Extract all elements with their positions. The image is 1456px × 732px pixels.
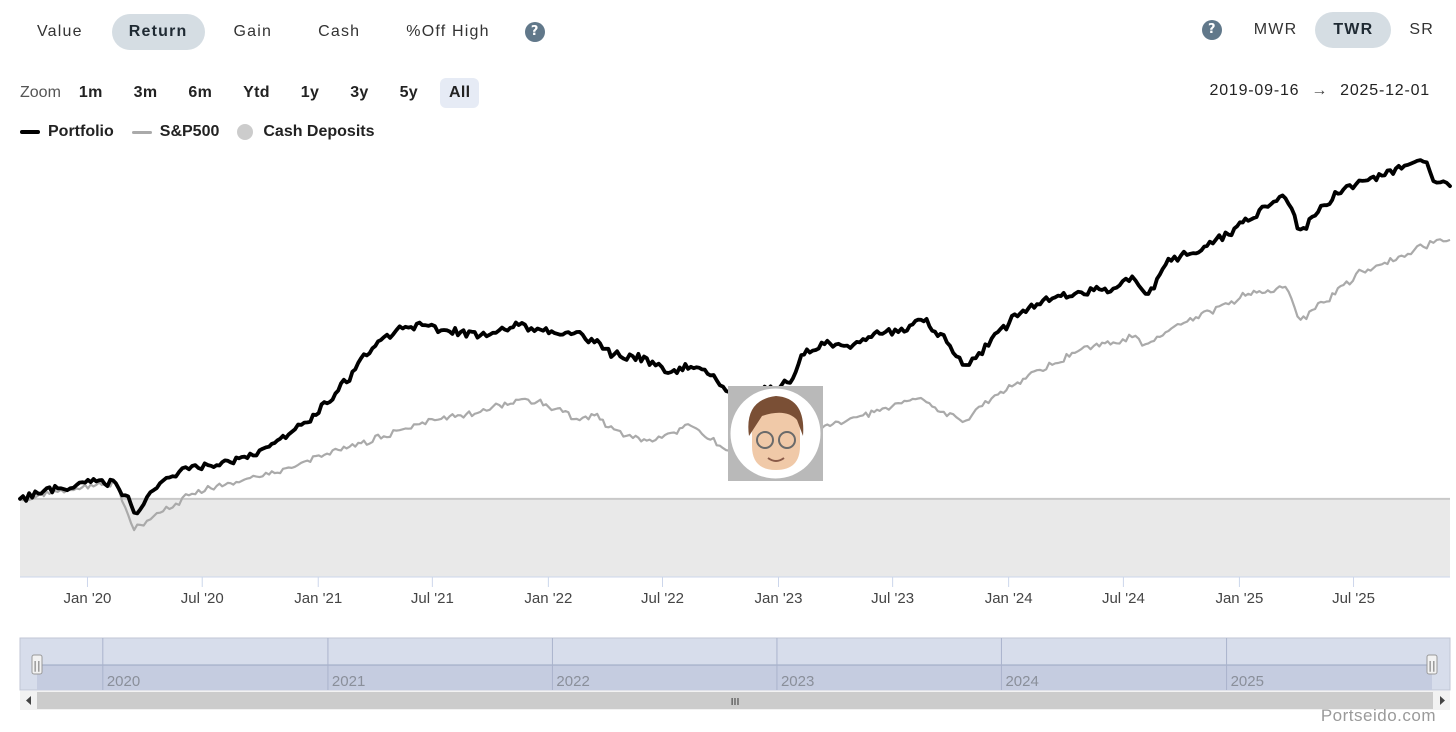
navigator-year-label: 2024 [1005,673,1038,690]
legend-dot-cash-deposits [237,124,254,140]
avatar-glasses-left [756,431,774,449]
zoom-5y-button[interactable]: 5y [399,84,419,101]
navigator-year-label: 2023 [781,673,814,690]
date-range: 2019-09-16 → 2025-12-01 [1210,82,1431,100]
x-tick-label: Jul '25 [1332,590,1375,607]
return-type-tabs: ? MWR TWR SR [1201,12,1436,48]
legend-item-cash-deposits[interactable]: Cash Deposits [237,123,375,141]
legend-label-sp500: S&P500 [159,123,220,140]
navigator-handle-right[interactable] [1426,654,1438,675]
tab-mwr[interactable]: MWR [1253,21,1298,38]
sp500-line[interactable] [19,238,1451,532]
tab-value[interactable]: Value [37,23,83,40]
question-circle-icon[interactable]: ? [1201,20,1222,40]
zoom-ytd-button[interactable]: Ytd [243,84,270,101]
sp500-series [19,238,1451,532]
zoom-bar: Zoom 1m 3m 6m Ytd 1y 3y 5y All [20,78,492,108]
legend-line-portfolio [20,130,40,134]
range-start-date[interactable]: 2019-09-16 [1209,82,1300,99]
zoom-3y-button[interactable]: 3y [350,84,369,101]
scrollbar-grip: III [731,697,740,708]
arrow-right-icon: → [1311,82,1329,99]
triangle-right-icon[interactable] [1440,696,1445,705]
navigator-year-label: 2025 [1231,673,1264,690]
tab-off-high[interactable]: %Off High [406,23,490,40]
watermark-portseido: Portseido.com [1320,706,1436,725]
tab-return[interactable]: Return [111,14,205,50]
tab-gain[interactable]: Gain [233,23,273,40]
x-tick-label: Jul '21 [411,590,454,607]
tab-sr[interactable]: SR [1409,21,1434,38]
zoom-all-button[interactable]: All [440,78,480,108]
avatar-glasses-right [778,431,796,449]
x-tick-label: Jul '20 [181,590,224,607]
zoom-6m-button[interactable]: 6m [188,84,213,101]
cash-deposits-series [20,497,1450,577]
zoom-1m-button[interactable]: 1m [78,84,103,101]
triangle-left-icon[interactable] [26,696,31,705]
x-tick-label: Jan '20 [64,590,112,607]
metric-tabs: Value Return Gain Cash %Off High ? [20,14,545,50]
navigator-series-area [37,665,1432,690]
navigator-year-label: 2020 [107,673,140,690]
tab-twr[interactable]: TWR [1315,12,1392,48]
range-end-date[interactable]: 2025-12-01 [1340,82,1430,99]
legend-label-cash-deposits: Cash Deposits [263,123,375,140]
x-axis: Jan '20 Jul '20 Jan '21 Jul '21 Jan '22 Jul '… [20,576,1450,607]
chart-legend: Portfolio S&P500 Cash Deposits [20,121,393,143]
x-tick-label: Jan '22 [524,590,572,607]
legend-label-portfolio: Portfolio [48,123,114,140]
x-tick-label: Jan '23 [755,590,803,607]
scrollbar-thumb[interactable] [37,692,1433,709]
zoom-label: Zoom [20,84,61,101]
legend-item-sp500[interactable]: S&P500 [131,123,220,141]
navigator-handle-grip: || [1428,659,1435,672]
avatar-smile [767,457,785,462]
question-circle-icon[interactable]: ? [524,22,545,42]
navigator-handle-grip: || [33,659,40,672]
cash-deposits-area [20,498,1450,577]
legend-item-portfolio[interactable]: Portfolio [20,123,114,141]
x-tick-label: Jan '21 [294,590,342,607]
x-tick-label: Jul '23 [871,590,914,607]
zoom-3m-button[interactable]: 3m [133,84,158,101]
avatar-hair [748,396,804,436]
x-tick-label: Jan '25 [1215,590,1263,607]
legend-line-sp500 [131,130,152,134]
x-tick-label: Jan '24 [985,590,1033,607]
navigator: 2020 2021 2022 2023 2024 2025 || || III [19,637,1451,710]
avatar [728,386,823,481]
zoom-1y-button[interactable]: 1y [300,84,320,101]
navigator-handle-left[interactable] [31,654,43,675]
navigator-year-label: 2022 [556,673,589,690]
avatar-face [752,398,800,470]
tab-cash[interactable]: Cash [318,23,361,40]
x-tick-label: Jul '24 [1102,590,1145,607]
navigator-year-label: 2021 [332,673,365,690]
x-tick-label: Jul '22 [641,590,684,607]
